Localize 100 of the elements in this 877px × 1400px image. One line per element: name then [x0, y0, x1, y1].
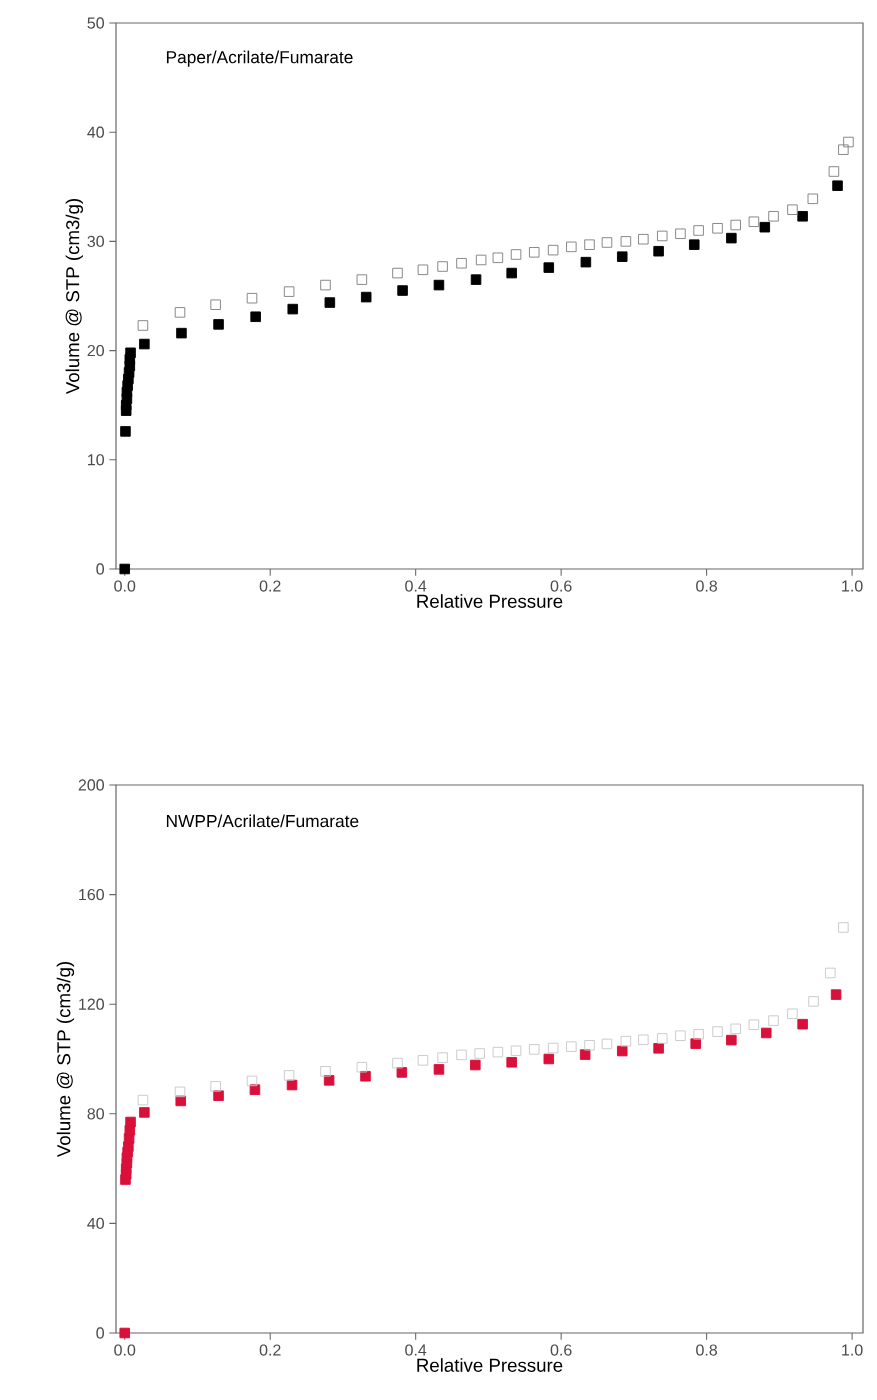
point — [320, 1066, 331, 1077]
x-tick-label: 0.2 — [259, 580, 281, 592]
point — [688, 239, 700, 250]
point — [356, 1061, 368, 1073]
point — [210, 299, 221, 310]
point — [437, 1052, 448, 1063]
point — [543, 1053, 555, 1065]
point — [506, 267, 517, 279]
x-tick-label: 0.0 — [114, 580, 136, 592]
point — [528, 1044, 540, 1055]
point — [175, 1095, 186, 1107]
point — [246, 1075, 258, 1087]
point — [601, 1038, 613, 1050]
point — [547, 244, 559, 256]
point — [397, 285, 408, 296]
point — [324, 297, 336, 308]
point — [249, 1084, 261, 1095]
point — [287, 303, 299, 315]
point — [174, 307, 186, 318]
point — [283, 1070, 295, 1081]
point — [787, 1008, 798, 1020]
y-tick-label: 0 — [96, 1327, 104, 1339]
y-tick-label: 160 — [79, 888, 104, 901]
point — [620, 236, 632, 247]
x-axis-title: Relative Pressure — [417, 594, 563, 608]
point — [543, 262, 555, 273]
point — [510, 249, 522, 260]
point — [119, 1327, 130, 1339]
point — [616, 1045, 628, 1057]
point — [433, 1064, 445, 1075]
point — [638, 233, 649, 245]
point — [283, 286, 295, 297]
point — [492, 252, 504, 264]
point — [433, 279, 445, 291]
point — [456, 257, 467, 269]
point — [828, 166, 840, 177]
point — [843, 136, 854, 148]
point — [807, 193, 819, 205]
point — [726, 1034, 737, 1046]
point — [830, 989, 842, 1000]
y-tick-label: 80 — [87, 1108, 104, 1120]
point — [675, 228, 686, 240]
point — [566, 241, 577, 253]
point — [693, 225, 704, 236]
point — [768, 211, 779, 222]
point — [584, 239, 595, 250]
point — [656, 230, 668, 242]
point — [620, 1035, 632, 1047]
point — [210, 1081, 221, 1092]
point — [748, 1019, 760, 1031]
point — [176, 327, 187, 339]
point — [580, 256, 592, 268]
point — [392, 267, 403, 279]
point — [547, 1042, 559, 1054]
text: NWPP/Acrilate/Fumarate — [166, 814, 359, 828]
x-tick-label: 0.0 — [114, 1344, 136, 1356]
point — [125, 1116, 136, 1128]
x-tick-label: 1.0 — [842, 1344, 863, 1356]
x-tick-label: 0.8 — [696, 580, 718, 592]
point — [417, 264, 429, 276]
point — [712, 223, 723, 234]
point — [119, 563, 130, 575]
point — [139, 1107, 150, 1118]
text: Paper/Acrilate/Fumarate — [166, 50, 353, 67]
point — [456, 1049, 467, 1061]
x-axis-title: Relative Pressure — [417, 1358, 563, 1372]
point — [470, 1059, 481, 1071]
point — [139, 338, 150, 350]
point — [579, 1049, 591, 1060]
y-axis-title: Volume @ STP (cm3/g) — [65, 199, 83, 395]
point — [638, 1034, 649, 1046]
point — [137, 1094, 149, 1106]
y-tick-label: 40 — [87, 126, 104, 138]
point — [690, 1038, 701, 1049]
point — [838, 922, 849, 933]
x-tick-label: 0.6 — [550, 1344, 572, 1356]
point — [510, 1045, 522, 1057]
y-tick-label: 50 — [87, 17, 104, 29]
point — [437, 261, 448, 272]
point — [616, 251, 628, 262]
point — [137, 320, 149, 331]
x-tick-label: 0.6 — [550, 580, 572, 592]
point — [768, 1015, 779, 1026]
y-tick-label: 200 — [78, 779, 104, 791]
point — [528, 247, 540, 258]
point — [825, 967, 836, 979]
point — [323, 1075, 335, 1086]
point — [760, 1027, 772, 1039]
point — [475, 254, 487, 266]
point — [120, 426, 131, 437]
point — [470, 274, 482, 285]
point — [712, 1026, 723, 1037]
point — [250, 311, 261, 323]
y-tick-label: 40 — [87, 1217, 104, 1230]
point — [356, 274, 368, 285]
point — [213, 319, 224, 330]
point — [693, 1029, 704, 1040]
point — [838, 144, 849, 155]
point — [246, 292, 258, 304]
x-tick-label: 0.2 — [259, 1344, 281, 1356]
